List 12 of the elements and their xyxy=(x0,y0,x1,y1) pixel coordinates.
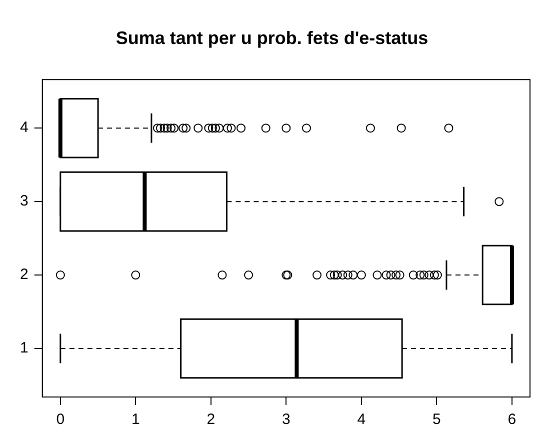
x-tick-label: 6 xyxy=(508,411,516,428)
x-tick-label: 1 xyxy=(131,411,140,428)
chart-title: Suma tant per u prob. fets d'e-status xyxy=(116,28,428,48)
y-tick-label: 1 xyxy=(20,340,28,357)
y-tick-label: 4 xyxy=(20,119,28,136)
x-tick-label: 3 xyxy=(282,411,290,428)
x-tick-label: 0 xyxy=(56,411,65,428)
x-tick-label: 4 xyxy=(357,411,366,428)
x-tick-label: 5 xyxy=(432,411,441,428)
y-tick-label: 2 xyxy=(20,266,28,284)
x-tick-label: 2 xyxy=(206,411,216,428)
y-tick-label: 3 xyxy=(20,192,28,210)
